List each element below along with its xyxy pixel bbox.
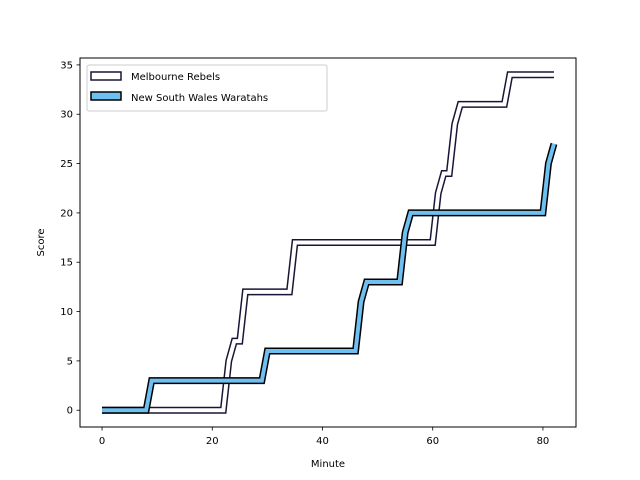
series-outline-new-south-wales-waratahs bbox=[102, 142, 558, 414]
y-tick-label: 15 bbox=[60, 258, 73, 269]
y-tick-label: 5 bbox=[67, 356, 73, 367]
y-tick-label: 10 bbox=[60, 307, 73, 318]
legend-label-melbourne-rebels: Melbourne Rebels bbox=[131, 72, 220, 83]
legend-swatch-new-south-wales-waratahs bbox=[90, 91, 122, 101]
y-tick-label: 25 bbox=[60, 159, 73, 170]
plot-lines bbox=[102, 71, 558, 414]
x-tick-label: 0 bbox=[99, 436, 105, 447]
y-tick-label: 0 bbox=[67, 406, 73, 417]
y-tick-label: 35 bbox=[60, 60, 73, 71]
series-line-new-south-wales-waratahs bbox=[102, 143, 556, 413]
x-axis-ticks: 0 20 40 60 80 bbox=[99, 427, 549, 447]
y-tick-label: 20 bbox=[60, 208, 73, 219]
x-tick-label: 60 bbox=[426, 436, 439, 447]
x-tick-label: 40 bbox=[316, 436, 329, 447]
legend-frame bbox=[86, 64, 328, 112]
legend-label-new-south-wales-waratahs: New South Wales Waratahs bbox=[131, 93, 268, 104]
legend: Melbourne Rebels New South Wales Waratah… bbox=[86, 64, 328, 112]
y-tick-label: 30 bbox=[60, 110, 73, 121]
x-tick-label: 80 bbox=[537, 436, 550, 447]
y-axis-label: Score bbox=[36, 228, 47, 256]
x-axis-label: Minute bbox=[311, 459, 345, 470]
x-tick-label: 20 bbox=[206, 436, 219, 447]
legend-swatch-melbourne-rebels bbox=[90, 71, 122, 81]
y-axis-ticks: 0 5 10 15 20 25 30 35 bbox=[60, 60, 80, 417]
plot-frame bbox=[79, 57, 577, 428]
series-line-melbourne-rebels bbox=[102, 72, 554, 413]
